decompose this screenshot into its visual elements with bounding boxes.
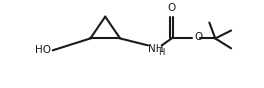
- Text: O: O: [195, 32, 203, 42]
- Text: O: O: [168, 3, 176, 13]
- Text: NH: NH: [148, 44, 163, 54]
- Text: H: H: [158, 48, 164, 57]
- Text: HO: HO: [35, 45, 51, 55]
